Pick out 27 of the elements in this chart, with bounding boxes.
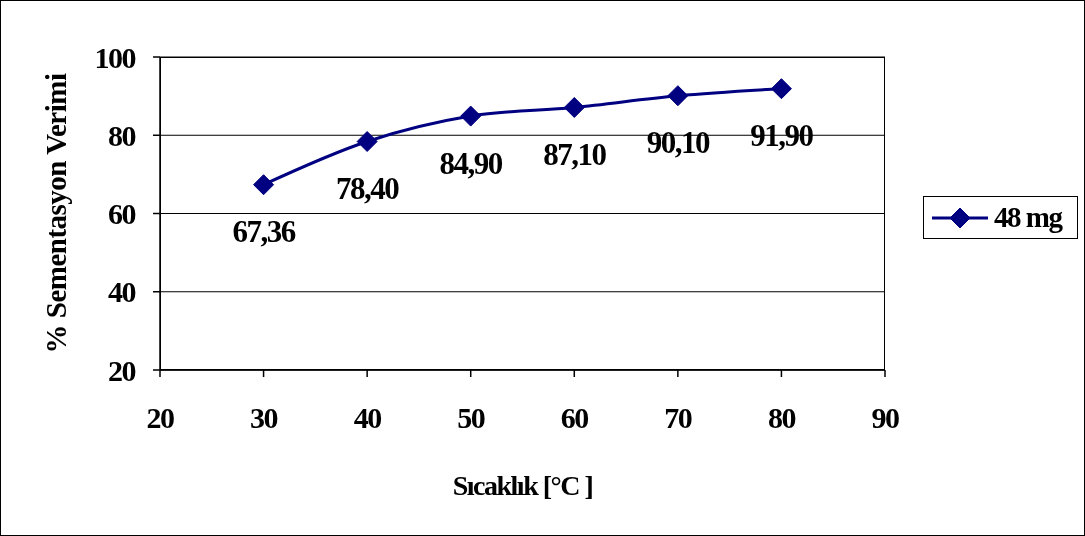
y-axis-title: % Sementasyon Verimi — [40, 73, 72, 354]
legend-label: 48 mg — [994, 201, 1062, 234]
y-tick-label: 40 — [108, 275, 136, 309]
x-tick-label: 60 — [560, 401, 589, 435]
x-tick-label: 50 — [457, 401, 485, 435]
data-label: 90,10 — [646, 125, 710, 161]
x-tick-label: 20 — [146, 401, 174, 435]
y-tick-label: 100 — [94, 40, 136, 74]
point — [253, 174, 275, 196]
point — [563, 96, 585, 118]
x-tick-label: 30 — [250, 401, 278, 435]
x-tick-label: 80 — [767, 401, 796, 435]
data-label: 67,36 — [232, 214, 296, 250]
y-tick-label: 80 — [108, 118, 136, 152]
point — [770, 78, 792, 100]
point — [460, 105, 482, 127]
data-label: 78,40 — [336, 171, 400, 207]
x-tick-label: 40 — [353, 401, 382, 435]
x-axis-title: Sıcaklık [°C ] — [452, 469, 593, 501]
y-tick-label: 60 — [108, 197, 136, 231]
data-label: 87,10 — [543, 136, 607, 172]
x-tick-label: 90 — [871, 401, 899, 435]
point — [667, 85, 689, 107]
y-tick-label: 20 — [108, 353, 136, 387]
data-label: 84,90 — [439, 145, 503, 181]
x-tick-label: 70 — [664, 401, 692, 435]
point — [356, 131, 378, 153]
